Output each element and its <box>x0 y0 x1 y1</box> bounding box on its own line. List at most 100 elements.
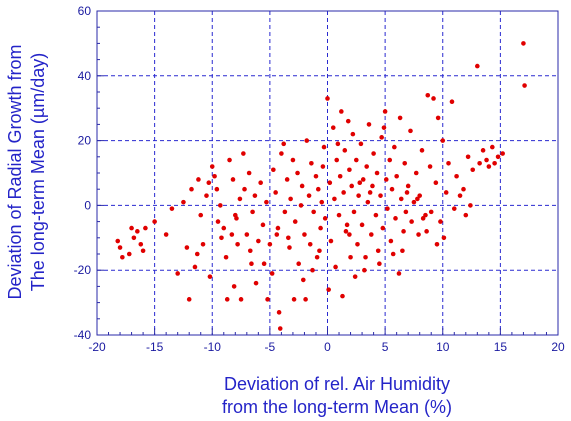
data-point <box>291 297 297 302</box>
data-point <box>400 248 405 254</box>
data-point <box>521 41 526 46</box>
data-point <box>423 212 428 218</box>
data-point <box>311 209 316 215</box>
data-point <box>325 96 330 101</box>
data-point <box>368 232 374 237</box>
data-point <box>354 157 359 163</box>
data-point <box>500 151 505 156</box>
data-point <box>492 160 497 166</box>
data-point <box>415 196 420 202</box>
data-point <box>126 251 132 257</box>
data-point <box>273 190 278 195</box>
data-point <box>244 232 250 237</box>
data-point <box>352 274 358 279</box>
data-point <box>131 235 137 241</box>
data-point <box>332 196 337 202</box>
data-point <box>408 128 413 134</box>
data-point <box>326 287 331 292</box>
data-point <box>351 209 357 215</box>
data-point <box>221 225 227 231</box>
data-point <box>298 203 304 208</box>
data-point <box>315 186 321 192</box>
data-point <box>204 193 209 198</box>
data-point <box>242 186 247 192</box>
data-point <box>115 238 121 244</box>
data-point <box>457 193 463 198</box>
y-tick-label: -40 <box>74 328 92 342</box>
data-point <box>357 180 363 186</box>
x-tick-label: -5 <box>265 340 276 354</box>
data-point <box>463 212 469 218</box>
data-point <box>296 261 301 267</box>
data-point <box>490 144 495 150</box>
data-point <box>276 310 282 315</box>
x-tick-label: -10 <box>204 340 222 354</box>
data-point <box>303 297 308 302</box>
data-point <box>356 193 361 198</box>
data-point <box>238 297 244 302</box>
data-point <box>475 63 480 69</box>
data-point <box>385 206 390 211</box>
data-point <box>281 141 287 147</box>
data-point <box>411 199 417 205</box>
data-point <box>468 203 473 208</box>
data-point <box>405 183 411 189</box>
data-point <box>288 196 293 202</box>
data-point <box>373 212 379 218</box>
data-point <box>419 148 425 153</box>
data-point <box>287 245 292 250</box>
data-point <box>277 326 283 331</box>
data-point <box>320 164 326 169</box>
data-point <box>402 160 408 166</box>
data-point <box>247 248 253 254</box>
data-point <box>375 248 381 254</box>
data-point <box>299 183 305 189</box>
data-point <box>328 238 334 244</box>
data-point <box>435 115 441 121</box>
data-point <box>355 241 360 247</box>
data-point <box>367 190 373 195</box>
data-point <box>335 141 341 147</box>
data-point <box>207 274 213 279</box>
data-point <box>274 232 280 237</box>
data-point <box>286 235 291 241</box>
data-point <box>200 241 206 247</box>
data-point <box>252 193 258 198</box>
x-axis-label-line-1: Deviation of rel. Air Humidity <box>224 374 450 394</box>
data-point <box>443 190 449 195</box>
data-point <box>431 96 436 101</box>
data-point <box>169 206 175 211</box>
data-point <box>438 219 443 224</box>
data-point <box>317 248 322 254</box>
data-point <box>342 148 348 153</box>
data-point <box>495 154 501 160</box>
data-point <box>341 190 346 195</box>
data-point <box>409 219 414 224</box>
data-point <box>279 151 284 156</box>
data-point <box>209 164 215 169</box>
data-point <box>392 144 397 150</box>
data-point <box>366 122 372 127</box>
x-tick-label: 5 <box>382 340 389 354</box>
data-point <box>117 245 123 250</box>
data-point <box>218 203 223 208</box>
data-point <box>181 199 186 205</box>
data-point <box>261 261 267 267</box>
data-point <box>381 125 387 130</box>
data-point <box>398 196 404 202</box>
data-point <box>327 180 333 186</box>
data-point <box>388 238 394 244</box>
data-point <box>465 154 471 160</box>
data-point <box>387 157 393 163</box>
data-point <box>249 261 254 267</box>
data-point <box>425 92 431 98</box>
data-point <box>143 225 148 231</box>
data-point <box>271 167 276 173</box>
data-point <box>292 219 298 224</box>
data-point <box>140 248 146 254</box>
data-point <box>461 186 466 192</box>
data-point <box>365 199 371 205</box>
data-point <box>206 180 212 186</box>
data-point <box>339 109 344 114</box>
